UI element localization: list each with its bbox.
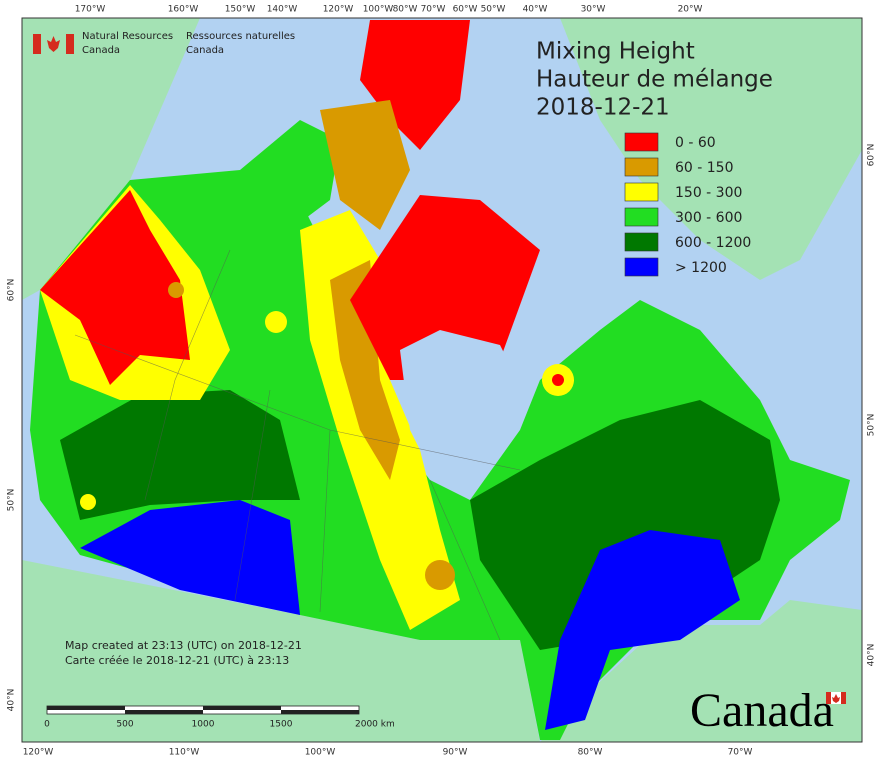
scale-segment <box>281 710 359 714</box>
alaska <box>22 18 200 300</box>
top-lon-label: 100°W <box>363 5 394 15</box>
scale-label: 1000 <box>192 720 215 730</box>
flag-bar <box>841 692 846 704</box>
left-lat-label: 40°N <box>7 689 17 712</box>
right-lat-label: 40°N <box>867 644 877 667</box>
scale-label: 0 <box>44 720 50 730</box>
zone-orange-central <box>330 260 400 480</box>
top-lon-label: 30°W <box>581 5 606 15</box>
bottom-lon-label: 70°W <box>728 748 753 758</box>
boundary <box>319 429 331 613</box>
bottom-lon-label: 110°W <box>169 748 200 758</box>
legend-swatch <box>624 207 659 227</box>
top-lon-label: 160°W <box>168 5 199 15</box>
agency-fr: Ressources naturelles <box>186 31 295 42</box>
agency-en: Canada <box>82 45 120 56</box>
agency-fr: Canada <box>186 45 224 56</box>
title-date: 2018-12-21 <box>536 95 670 121</box>
usa <box>22 560 540 742</box>
left-lat-label: 60°N <box>7 279 17 302</box>
scale-label: 500 <box>116 720 133 730</box>
legend-label: > 1200 <box>675 260 727 276</box>
usa-east <box>540 600 862 742</box>
legend-label: 600 - 1200 <box>675 235 751 251</box>
map-area <box>22 18 862 742</box>
title: Hauteur de mélange <box>536 67 773 93</box>
boundaries <box>74 249 521 641</box>
legend-label: 150 - 300 <box>675 185 742 201</box>
wordmark: Canada <box>690 684 834 737</box>
legend-label: 0 - 60 <box>675 135 716 151</box>
flag-bar <box>826 692 831 704</box>
top-lon-label: 70°W <box>421 5 446 15</box>
bottom-lon-label: 100°W <box>305 748 336 758</box>
top-lon-label: 80°W <box>393 5 418 15</box>
scale-bar: 0 500 1000 1500 2000 km <box>44 705 395 730</box>
zone-red-baffin <box>350 195 540 380</box>
legend-swatch <box>624 157 659 177</box>
created-fr: Carte créée le 2018-12-21 (UTC) à 23:13 <box>65 654 289 667</box>
bottom-lon-label: 90°W <box>443 748 468 758</box>
scale-segment <box>125 710 203 714</box>
agency-logo: Natural Resources Canada Ressources natu… <box>33 31 295 56</box>
bottom-lon-label: 120°W <box>23 748 54 758</box>
right-lat-label: 50°N <box>867 414 877 437</box>
title: Mixing Height <box>536 39 695 65</box>
zone-spot <box>80 494 96 510</box>
zone-blue-west <box>80 500 300 615</box>
scale-label: 1500 <box>270 720 293 730</box>
flag-leaf <box>47 36 60 52</box>
legend-label: 60 - 150 <box>675 160 734 176</box>
top-lon-label: 50°W <box>481 5 506 15</box>
wordmark-flag <box>826 692 846 704</box>
zone-blue-east <box>545 530 740 730</box>
legend-swatch <box>624 232 659 252</box>
top-lon-label: 20°W <box>678 5 703 15</box>
legend-swatch <box>624 182 659 202</box>
zone-dark-west <box>60 390 300 520</box>
zone-red-arctic <box>360 20 470 150</box>
agency-en: Natural Resources <box>82 31 173 42</box>
zone-spot <box>265 311 287 333</box>
boundary <box>429 479 501 641</box>
bottom-lon-label: 80°W <box>578 748 603 758</box>
created-en: Map created at 23:13 (UTC) on 2018-12-21 <box>65 639 302 652</box>
boundary <box>234 389 271 601</box>
legend: 0 - 60 60 - 150 150 - 300 300 - 600 600 - 12… <box>624 132 751 277</box>
scale-segment <box>47 706 125 710</box>
island <box>240 120 340 230</box>
top-lon-label: 170°W <box>75 5 106 15</box>
flag-bar <box>66 34 74 54</box>
hudson-bay <box>400 330 520 480</box>
flag-leaf <box>832 694 840 703</box>
zone-red-west <box>40 190 190 385</box>
left-lat-label: 50°N <box>7 489 17 512</box>
legend-label: 300 - 600 <box>675 210 742 226</box>
top-lon-label: 60°W <box>453 5 478 15</box>
legend-swatch <box>624 132 659 152</box>
zone-spot <box>168 282 184 298</box>
right-lat-label: 60°N <box>867 144 877 167</box>
legend-swatch <box>624 257 659 277</box>
top-lon-label: 150°W <box>225 5 256 15</box>
map-border <box>21 17 863 743</box>
top-lon-label: 120°W <box>323 5 354 15</box>
zone-orange-arctic <box>320 100 410 230</box>
zone-spot <box>552 374 564 386</box>
graticule-labels: 170°W 160°W 150°W 140°W 120°W 100°W 80°W 70°W 60… <box>7 5 877 758</box>
flag-bar <box>33 34 41 54</box>
top-lon-label: 40°W <box>523 5 548 15</box>
scale-segment <box>203 706 281 710</box>
top-lon-label: 140°W <box>267 5 298 15</box>
scale-label: 2000 km <box>355 720 395 730</box>
greenland <box>560 18 862 280</box>
zone-spot <box>425 560 455 590</box>
boundary <box>144 249 231 501</box>
